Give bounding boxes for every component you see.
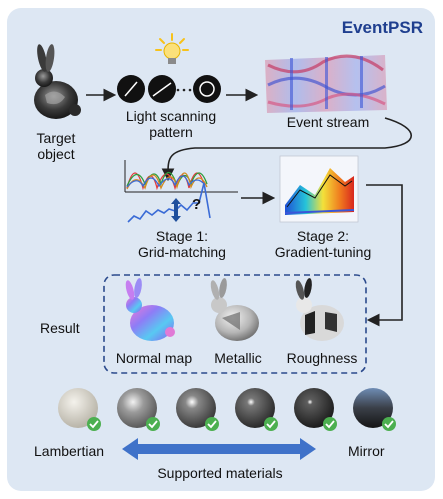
stage2-line1: Stage 2: [296,228,350,244]
metallic-bunny [210,278,259,341]
sphere-lambertian [58,388,98,428]
stage1-plot [124,160,238,223]
light-scanning-line1: Light scanning [125,108,217,124]
event-stream-label: Event stream [286,114,370,130]
check-icon [205,417,219,431]
check-icon [382,417,396,431]
sphere-2 [117,388,157,428]
sphere-3 [176,388,216,428]
light-bulb-icon [155,33,189,64]
stage1-line2: Grid-matching [138,244,226,260]
check-icon [146,417,160,431]
sphere-5 [294,388,334,428]
mirror-label: Mirror [348,443,385,459]
lambertian-label: Lambertian [34,443,105,459]
stage1-line1: Stage 1: [155,228,209,244]
sphere-4 [235,388,275,428]
light-scanning-label: Light scanning pattern [108,108,234,140]
result-label: Result [40,320,80,336]
match-question-mark: ? [192,196,201,213]
material-spheres [58,388,393,428]
roughness-bunny [295,278,344,341]
figure-title: EventPSR [341,18,423,37]
check-icon [323,417,337,431]
stage2-terrain-plot [279,155,359,223]
materials-range-arrow [122,438,316,460]
scanning-pattern-discs [117,75,221,103]
stage2-label: Stage 2: Gradient-tuning [264,228,382,260]
target-object-label: Target object [28,130,84,162]
sphere-mirror [353,388,393,428]
check-icon [87,417,101,431]
roughness-label: Roughness [286,350,358,366]
arrow-events-to-stage1 [161,117,413,182]
metallic-label: Metallic [214,350,262,366]
light-scanning-line2: pattern [149,124,193,140]
normal-map-label: Normal map [115,350,193,366]
event-stream-image [265,54,387,113]
check-icon [264,417,278,431]
check-icons [87,417,396,431]
normal-map-bunny [125,278,175,341]
stage1-label: Stage 1: Grid-matching [126,228,238,260]
stage2-line2: Gradient-tuning [274,244,372,260]
supported-materials-label: Supported materials [157,465,283,481]
result-box [103,274,367,374]
target-object-line2: object [37,146,75,162]
arrow-stage2-to-results [366,184,403,327]
target-object-line1: Target [36,130,76,146]
target-bunny-image [34,44,81,119]
